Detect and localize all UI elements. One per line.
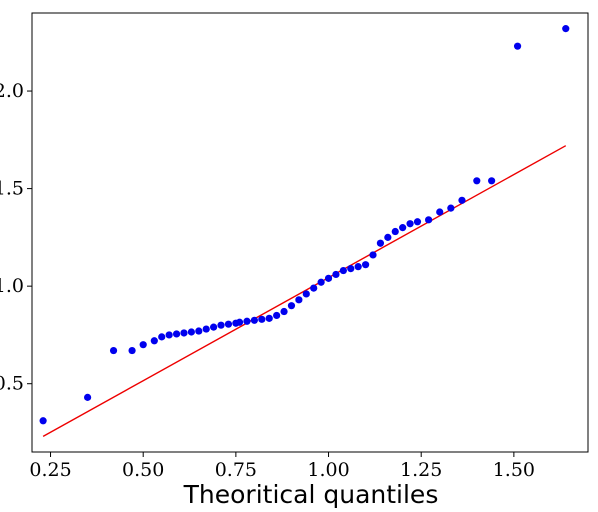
data-point <box>369 251 377 259</box>
data-point <box>562 25 570 33</box>
data-point <box>217 321 225 329</box>
data-point <box>287 302 296 310</box>
data-point <box>258 315 266 323</box>
y-ticks: 0.5 1.0 1.5 2.0 <box>0 80 32 395</box>
data-point <box>436 208 444 216</box>
data-point <box>425 216 433 224</box>
data-point <box>295 296 303 304</box>
x-tick-label: 0.25 <box>29 459 71 481</box>
x-tick-label: 1.50 <box>493 459 535 481</box>
y-tick-label: 2.0 <box>0 80 24 102</box>
data-point <box>339 266 347 275</box>
plot-frame <box>31 12 589 453</box>
data-point <box>302 290 310 298</box>
x-ticks: 0.25 0.50 0.75 1.00 1.25 1.50 <box>29 452 535 481</box>
data-point <box>376 239 385 247</box>
x-tick-label: 1.00 <box>307 459 349 481</box>
data-point <box>172 330 181 338</box>
data-point <box>347 264 355 273</box>
data-point <box>158 333 166 341</box>
data-point <box>447 204 455 212</box>
data-point <box>180 329 188 337</box>
data-point <box>332 270 340 279</box>
data-point <box>165 331 173 339</box>
data-point <box>128 346 136 355</box>
data-point <box>488 177 496 185</box>
data-point <box>265 314 273 322</box>
data-point <box>310 284 318 292</box>
data-point <box>187 328 195 336</box>
data-point <box>273 311 281 320</box>
x-tick-label: 1.25 <box>400 459 442 481</box>
x-tick-label: 0.50 <box>122 459 164 481</box>
data-point <box>413 218 422 226</box>
data-point <box>406 220 414 228</box>
data-point <box>139 341 147 349</box>
data-point <box>210 323 218 331</box>
data-point <box>317 278 325 286</box>
data-point <box>195 327 203 335</box>
x-tick-label: 0.75 <box>215 459 257 481</box>
data-point <box>250 316 258 324</box>
data-point <box>84 393 92 401</box>
data-point <box>202 325 210 333</box>
data-point <box>324 274 333 282</box>
data-point <box>362 261 370 269</box>
data-point <box>224 320 233 328</box>
data-point <box>513 42 522 50</box>
y-tick-label: 1.0 <box>0 275 24 297</box>
x-axis-label: Theoritical quantiles <box>183 480 439 509</box>
data-point <box>399 224 407 232</box>
data-point <box>150 337 158 345</box>
y-tick-label: 0.5 <box>0 373 24 395</box>
data-point <box>473 177 481 185</box>
data-point <box>235 318 244 326</box>
data-point <box>354 263 362 271</box>
data-point <box>458 196 466 204</box>
data-point <box>384 233 392 241</box>
data-point <box>391 227 399 236</box>
data-point <box>39 417 47 425</box>
data-point <box>109 346 118 355</box>
y-tick-label: 1.5 <box>0 178 24 200</box>
data-points <box>39 25 570 425</box>
data-point <box>243 317 251 325</box>
data-point <box>280 307 288 316</box>
